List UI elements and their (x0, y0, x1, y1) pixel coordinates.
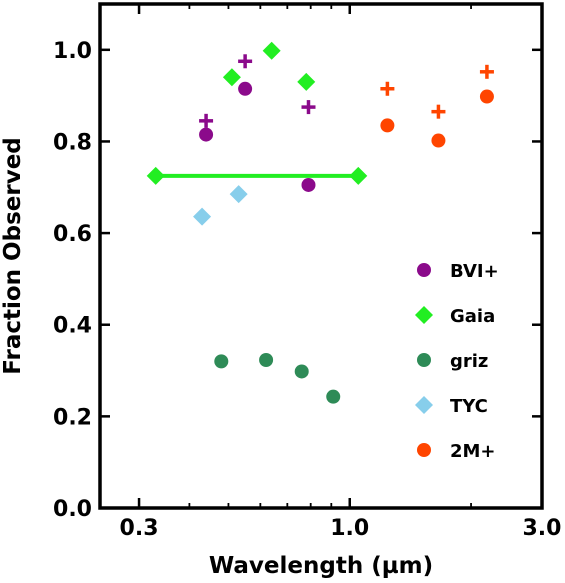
legend-item: BVI+ (417, 261, 499, 282)
y-tick-label: 0.8 (53, 130, 92, 155)
x-tick-label: 3.0 (523, 516, 562, 541)
x-axis-title: Wavelength (µm) (209, 553, 433, 579)
data-point (479, 64, 494, 79)
legend-label: BVI+ (450, 261, 499, 282)
y-tick-label: 0.6 (53, 222, 92, 247)
data-point (262, 41, 281, 60)
legend-marker (417, 263, 431, 277)
data-point (479, 89, 494, 104)
data-point (294, 364, 309, 379)
gaia-band-endpoint (349, 166, 368, 185)
gaia-band-endpoint (146, 166, 165, 185)
data-point (431, 104, 446, 119)
legend-item: griz (417, 351, 488, 372)
data-point (326, 389, 341, 404)
legend-label: griz (450, 351, 488, 372)
data-marks (146, 41, 494, 404)
data-point (222, 68, 241, 87)
legend-marker (417, 353, 431, 367)
y-tick-label: 1.0 (53, 39, 92, 64)
data-point (297, 72, 316, 91)
y-tick-label: 0.2 (53, 405, 92, 430)
data-point (193, 207, 212, 226)
legend-item: 2M+ (417, 441, 496, 462)
data-point (431, 133, 446, 148)
legend-item: TYC (415, 396, 488, 417)
data-point (301, 100, 316, 115)
data-point (214, 354, 229, 369)
data-point (301, 177, 316, 192)
legend-label: TYC (450, 396, 488, 417)
y-tick-label: 0.4 (53, 314, 92, 339)
x-tick-label: 1.0 (330, 516, 369, 541)
data-point (229, 185, 248, 204)
data-point (238, 81, 253, 96)
x-tick-label: 0.3 (120, 516, 159, 541)
data-point (238, 54, 253, 69)
legend-marker (417, 443, 431, 457)
y-tick-label: 0.0 (53, 497, 92, 522)
plot-area (98, 2, 544, 510)
legend-marker (415, 306, 433, 324)
axis-ticks: 0.0 0.2 0.4 0.6 0.8 1.0 0.3 1.0 3.0 (53, 4, 561, 541)
y-axis-title: Fraction Observed (0, 137, 26, 375)
legend-item: Gaia (415, 306, 495, 327)
data-point (259, 353, 274, 368)
plot-frame (98, 2, 544, 510)
legend-label: Gaia (450, 306, 495, 327)
legend: BVI+ Gaia griz TYC 2M+ (415, 261, 499, 462)
legend-marker (415, 396, 433, 414)
data-point (199, 113, 214, 128)
data-point (380, 81, 395, 96)
legend-label: 2M+ (450, 441, 496, 462)
data-point (199, 127, 214, 142)
data-point (380, 118, 395, 133)
